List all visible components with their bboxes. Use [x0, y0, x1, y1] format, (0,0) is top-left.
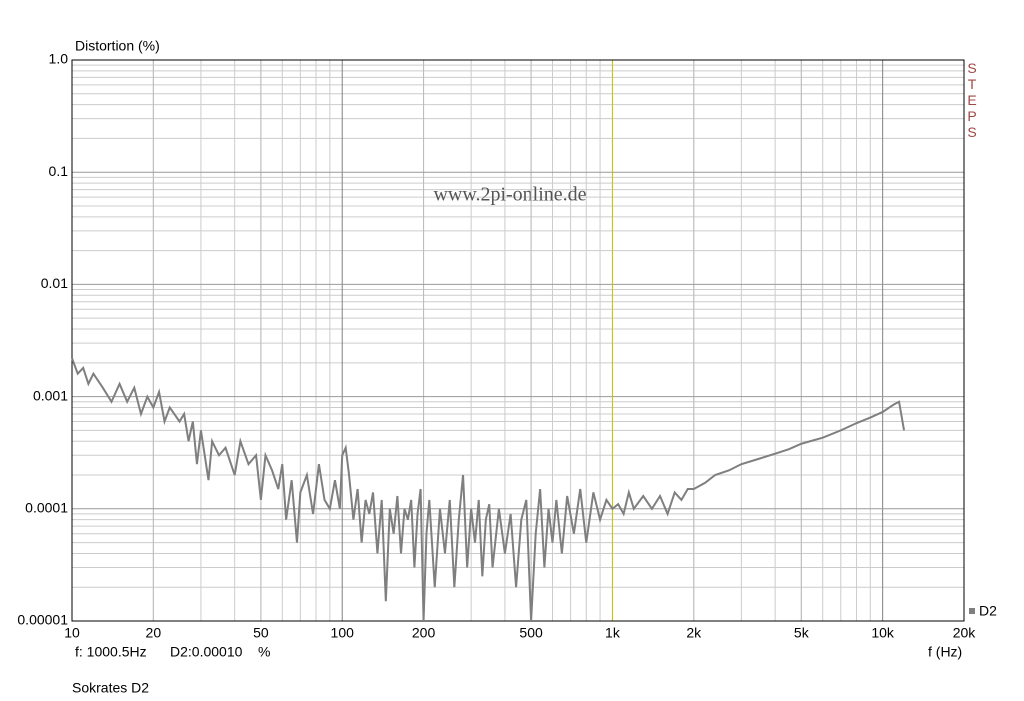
x-tick-label: 50 [253, 625, 269, 641]
x-tick-label: 100 [331, 625, 355, 641]
y-tick-label: 0.001 [33, 387, 68, 403]
cursor-readout: D2:0.00010 [170, 644, 243, 660]
caption: Sokrates D2 [72, 680, 149, 696]
cursor-unit: % [258, 644, 270, 660]
x-tick-label: 500 [519, 625, 543, 641]
x-tick-label: 200 [412, 625, 436, 641]
y-axis-label: Distortion (%) [75, 38, 160, 54]
x-tick-label: 5k [794, 625, 810, 641]
y-tick-label: 1.0 [49, 51, 69, 67]
x-tick-label: 10 [64, 625, 80, 641]
plot-frame [71, 59, 965, 622]
x-tick-label: 1k [605, 625, 621, 641]
x-tick-label: 10k [871, 625, 895, 641]
watermark: www.2pi-online.de [433, 184, 586, 206]
x-tick-label: 20 [146, 625, 162, 641]
y-tick-label: 0.0001 [25, 500, 68, 516]
x-tick-label: 2k [686, 625, 702, 641]
x-axis-label: f (Hz) [928, 644, 962, 660]
y-tick-label: 0.1 [49, 163, 69, 179]
x-tick-label: 20k [953, 625, 977, 641]
y-tick-label: 0.00001 [17, 612, 68, 628]
legend-label: D2 [979, 603, 997, 619]
cursor-frequency: f: 1000.5Hz [75, 644, 147, 660]
side-label: STEPS [964, 60, 980, 140]
y-tick-label: 0.01 [41, 275, 68, 291]
grid [72, 60, 964, 621]
data-line [71, 357, 906, 622]
legend-swatch [969, 608, 975, 614]
